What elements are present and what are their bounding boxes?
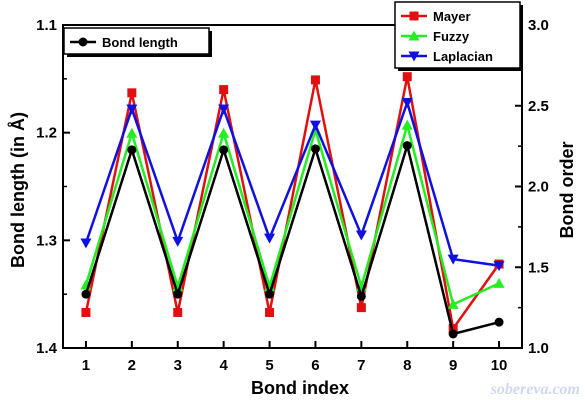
point-laplacian: [80, 238, 92, 249]
x-tick-label: 1: [82, 357, 90, 374]
legend-label-bond-length: Bond length: [102, 35, 178, 50]
y-left-tick-label: 1.3: [36, 232, 57, 249]
point-bond-length: [356, 291, 366, 301]
y-right-tick-label: 1.0: [528, 340, 549, 357]
x-tick-label: 4: [219, 357, 228, 374]
y-right-tick-label: 2.5: [528, 98, 549, 115]
point-mayer: [173, 307, 183, 317]
legend-left: Bond length: [63, 27, 212, 57]
x-tick-label: 10: [491, 357, 508, 374]
point-bond-length: [494, 317, 504, 327]
point-mayer: [219, 85, 229, 95]
legend-label-fuzzy: Fuzzy: [433, 29, 470, 44]
legend-marker-fuzzy: [408, 30, 420, 41]
point-laplacian: [218, 104, 230, 115]
point-mayer: [356, 303, 366, 313]
series-line-mayer: [84, 76, 501, 332]
series-bond-length: [81, 140, 504, 339]
y-axis-right-title: Bond order: [557, 142, 577, 239]
y-axis-right: 1.0 1.5 2.0 2.5 3.0: [515, 17, 549, 357]
watermark: sobereva.com: [490, 381, 580, 398]
legend-label-laplacian: Laplacian: [433, 49, 493, 64]
point-fuzzy: [126, 127, 138, 138]
x-tick-label: 7: [357, 357, 365, 374]
point-laplacian: [126, 104, 138, 115]
point-bond-length: [219, 145, 229, 155]
point-fuzzy: [447, 298, 459, 309]
point-bond-length: [173, 289, 183, 299]
point-laplacian: [493, 261, 505, 272]
point-fuzzy: [218, 127, 230, 138]
x-tick-label: 6: [311, 357, 319, 374]
point-laplacian: [309, 120, 321, 131]
legend-marker-bond-length: [78, 37, 88, 47]
x-axis: 1 2 3 4 5 6 7 8 9 10: [82, 341, 508, 374]
point-mayer: [127, 88, 137, 98]
series-laplacian: [80, 98, 505, 272]
series-line-laplacian: [84, 98, 500, 267]
x-tick-label: 8: [403, 357, 411, 374]
point-mayer: [310, 75, 320, 85]
y-right-tick-label: 2.0: [528, 179, 549, 196]
y-axis-left-title: Bond length (in Å): [8, 112, 28, 268]
point-laplacian: [447, 254, 459, 265]
y-right-tick-label: 3.0: [528, 17, 549, 34]
legend-label-mayer: Mayer: [433, 9, 471, 24]
legend-marker-mayer: [409, 11, 419, 21]
point-laplacian: [172, 236, 184, 247]
y-right-tick-label: 1.5: [528, 259, 549, 276]
legend-right: Mayer Fuzzy Laplacian: [394, 1, 523, 71]
point-bond-length: [310, 144, 320, 154]
series-mayer: [81, 72, 504, 334]
point-laplacian: [264, 233, 276, 244]
series-layer: [80, 72, 505, 339]
point-bond-length: [265, 289, 275, 299]
point-mayer: [81, 307, 91, 317]
point-laplacian: [355, 230, 367, 241]
point-laplacian: [401, 98, 413, 109]
x-tick-label: 5: [265, 357, 273, 374]
point-bond-length: [81, 289, 91, 299]
y-left-tick-label: 1.1: [36, 17, 57, 34]
point-fuzzy: [401, 119, 413, 130]
point-mayer: [402, 72, 412, 82]
point-bond-length: [127, 145, 137, 155]
x-axis-title: Bond index: [251, 378, 349, 398]
point-bond-length: [402, 141, 412, 151]
x-tick-label: 2: [128, 357, 136, 374]
series-line-fuzzy: [84, 120, 500, 307]
point-mayer: [448, 324, 458, 334]
y-left-tick-label: 1.2: [36, 125, 57, 142]
point-fuzzy: [493, 277, 505, 288]
point-mayer: [265, 307, 275, 317]
x-tick-label: 9: [449, 357, 457, 374]
legend-marker-laplacian: [408, 51, 420, 62]
point-bond-length: [448, 329, 458, 339]
x-tick-label: 3: [174, 357, 182, 374]
y-axis-left: 1.1 1.2 1.3 1.4: [36, 17, 70, 357]
y-left-tick-label: 1.4: [36, 340, 58, 357]
series-line-bond-length: [84, 140, 500, 336]
